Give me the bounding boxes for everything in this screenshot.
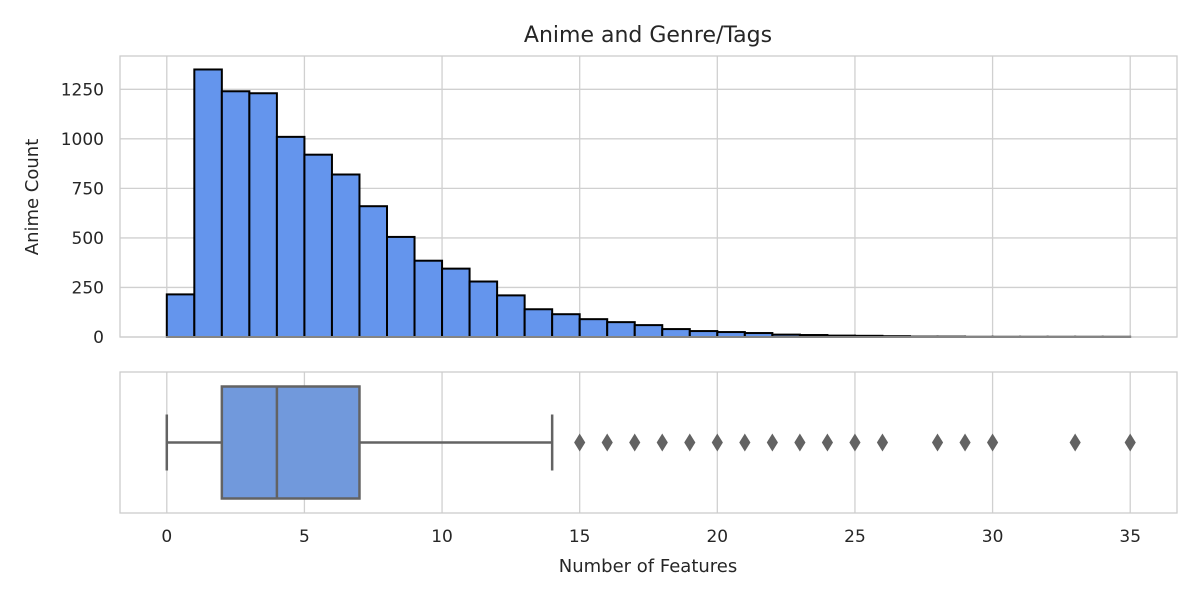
histogram-bar [441, 267, 471, 338]
boxplot-outlier [986, 433, 999, 452]
boxplot-outlier [849, 433, 861, 452]
boxplot-outlier [959, 433, 971, 452]
histogram-bar [248, 92, 278, 338]
boxplot-outlier [739, 433, 751, 452]
histogram-bar [523, 308, 554, 339]
x-tick-label: 5 [299, 527, 310, 547]
histogram-bar [413, 259, 444, 339]
histogram-bar [193, 68, 223, 339]
histogram-bar [275, 135, 306, 338]
boxplot-outlier [794, 433, 806, 452]
histogram-bar [496, 294, 526, 338]
histogram-bar [606, 321, 636, 338]
y-tick-label: 750 [72, 179, 104, 199]
y-tick-label: 1250 [61, 80, 104, 100]
histogram-frame [119, 55, 1178, 338]
boxplot-outlier [601, 433, 613, 452]
x-tick-label: 20 [706, 527, 728, 547]
boxplot-outlier [931, 433, 944, 452]
x-tick-label: 15 [569, 527, 591, 547]
boxplot-outlier [574, 433, 586, 452]
x-tick-label: 10 [431, 527, 453, 547]
histogram-bar [468, 280, 499, 338]
histogram-bar [303, 153, 333, 338]
boxplot-outlier [684, 433, 696, 452]
boxplot-outlier [711, 433, 723, 452]
histogram-bar [716, 331, 746, 338]
boxplot-outlier [1124, 433, 1136, 452]
histogram-bar [330, 173, 361, 338]
x-axis-label: Number of Features [559, 556, 738, 577]
y-tick-label: 500 [72, 229, 104, 249]
y-tick-label: 0 [93, 328, 104, 348]
y-tick-label: 1000 [61, 130, 104, 150]
histogram-bar [661, 328, 691, 338]
histogram-bar [358, 205, 389, 338]
boxplot-frame [119, 371, 1178, 514]
boxplot-outlier [821, 433, 834, 452]
x-tick-label: 35 [1119, 527, 1141, 547]
histogram-bar [551, 313, 581, 338]
boxplot-outlier [656, 433, 668, 452]
boxplot-outlier [629, 433, 641, 452]
histogram-bar [165, 293, 196, 339]
histogram-bar [386, 235, 416, 338]
chart-title: Anime and Genre/Tags [524, 23, 772, 48]
boxplot-outlier [876, 433, 889, 452]
histogram-bar [633, 324, 664, 339]
x-tick-label: 0 [161, 527, 172, 547]
y-tick-label: 250 [72, 278, 104, 298]
y-axis-label: Anime Count [22, 139, 43, 256]
histogram-bar [220, 90, 251, 339]
histogram-bars [165, 68, 1132, 339]
boxplot-outlier [766, 433, 778, 452]
histogram-y-ticks: 0 250 500 750 1000 1250 [61, 80, 104, 348]
boxplot-box [220, 385, 361, 500]
boxplot [165, 385, 1136, 500]
histogram-bar [688, 330, 719, 338]
histogram-bar [578, 318, 609, 338]
x-tick-label: 25 [844, 527, 866, 547]
x-tick-label: 30 [982, 527, 1004, 547]
boxplot-outlier [1069, 433, 1081, 452]
boxplot-x-ticks: 0 5 10 15 20 25 30 35 [161, 527, 1141, 547]
